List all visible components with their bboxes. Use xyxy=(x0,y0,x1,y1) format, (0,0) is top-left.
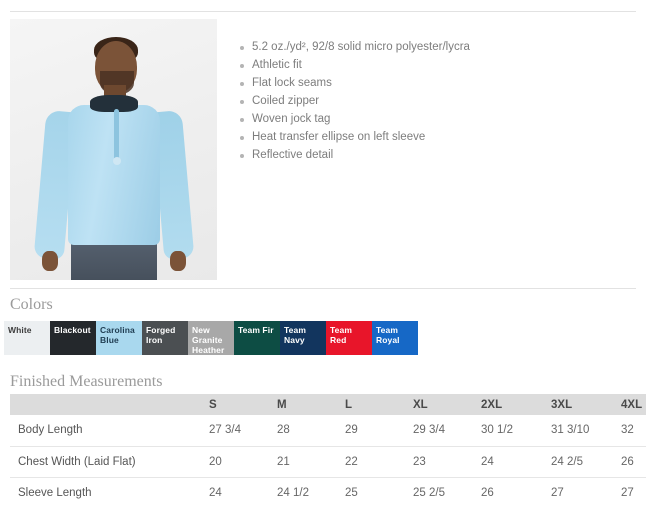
color-swatch[interactable]: White xyxy=(4,321,50,355)
feature-item: Heat transfer ellipse on left sleeve xyxy=(238,130,634,145)
measurement-value: 32 xyxy=(613,415,646,446)
feature-item: 5.2 oz./yd², 92/8 solid micro polyester/… xyxy=(238,40,634,55)
measurement-value: 24 1/2 xyxy=(269,476,337,508)
measurement-value: 24 xyxy=(473,445,543,477)
color-swatch[interactable]: Team Royal xyxy=(372,321,418,355)
color-swatch[interactable]: Team Fir xyxy=(234,321,280,355)
color-swatch[interactable]: Team Navy xyxy=(280,321,326,355)
measurement-value: 29 xyxy=(337,415,405,446)
measurements-heading: Finished Measurements xyxy=(10,373,163,390)
measurement-value: 27 3/4 xyxy=(201,415,269,446)
measurement-value: 25 2/5 xyxy=(405,476,473,508)
feature-item: Woven jock tag xyxy=(238,112,634,127)
measurement-value: 24 2/5 xyxy=(543,445,613,477)
product-photo[interactable] xyxy=(10,19,217,280)
column-header-size: 2XL xyxy=(473,394,543,415)
table-header-row: S M L XL 2XL 3XL 4XL xyxy=(10,394,646,415)
column-header-size: M xyxy=(269,394,337,415)
product-overview-section: 5.2 oz./yd², 92/8 solid micro polyester/… xyxy=(0,18,646,280)
measurement-value: 27 xyxy=(543,476,613,508)
model-hand-right xyxy=(169,251,186,271)
measurement-value: 27 xyxy=(613,476,646,508)
measurement-label: Chest Width (Laid Flat) xyxy=(10,445,201,477)
column-header-size: 3XL xyxy=(543,394,613,415)
table-body: Body Length 27 3/4 28 29 29 3/4 30 1/2 31 3/10… xyxy=(10,415,646,508)
color-swatch-list: White Blackout Carolina Blue Forged Iron New… xyxy=(4,321,418,355)
garment-collar xyxy=(89,95,138,112)
measurement-value: 25 xyxy=(337,476,405,508)
color-swatch[interactable]: Team Red xyxy=(326,321,372,355)
measurement-value: 20 xyxy=(201,445,269,477)
measurement-value: 23 xyxy=(405,445,473,477)
table-row: Chest Width (Laid Flat) 20 21 22 23 24 24 2/5 2… xyxy=(10,445,646,477)
measurement-value: 21 xyxy=(269,445,337,477)
measurement-value: 28 xyxy=(269,415,337,446)
column-header-size: L xyxy=(337,394,405,415)
measurement-label: Sleeve Length xyxy=(10,476,201,508)
table-row: Sleeve Length 24 24 1/2 25 25 2/5 26 27 27 xyxy=(10,476,646,508)
measurement-value: 26 xyxy=(613,445,646,477)
measurement-value: 29 3/4 xyxy=(405,415,473,446)
measurements-table: S M L XL 2XL 3XL 4XL Body Length 27 3/4 28 29 29 3… xyxy=(10,394,646,508)
measurement-value: 22 xyxy=(337,445,405,477)
color-swatch[interactable]: Forged Iron xyxy=(142,321,188,355)
color-swatch[interactable]: Blackout xyxy=(50,321,96,355)
color-swatch[interactable]: Carolina Blue xyxy=(96,321,142,355)
colors-heading: Colors xyxy=(10,296,53,313)
column-header-size: 4XL xyxy=(613,394,646,415)
model-hand-left xyxy=(41,251,58,271)
measurement-value: 26 xyxy=(473,476,543,508)
feature-item: Reflective detail xyxy=(238,148,634,163)
column-header-size: S xyxy=(201,394,269,415)
measurement-value: 30 1/2 xyxy=(473,415,543,446)
measurement-label: Body Length xyxy=(10,415,201,446)
divider-top xyxy=(10,11,636,12)
measurement-value: 24 xyxy=(201,476,269,508)
feature-item: Athletic fit xyxy=(238,58,634,73)
measurement-value: 31 3/10 xyxy=(543,415,613,446)
garment-zip-placket xyxy=(113,109,119,161)
table-row: Body Length 27 3/4 28 29 29 3/4 30 1/2 31 3/10… xyxy=(10,415,646,446)
column-header-size: XL xyxy=(405,394,473,415)
product-feature-list: 5.2 oz./yd², 92/8 solid micro polyester/… xyxy=(238,40,634,166)
color-swatch[interactable]: New Granite Heather xyxy=(188,321,234,355)
feature-item: Coiled zipper xyxy=(238,94,634,109)
column-header-blank xyxy=(10,394,201,415)
model-jeans xyxy=(70,241,157,280)
feature-item: Flat lock seams xyxy=(238,76,634,91)
garment-zipper-pull xyxy=(112,157,121,165)
divider-colors xyxy=(10,288,636,289)
